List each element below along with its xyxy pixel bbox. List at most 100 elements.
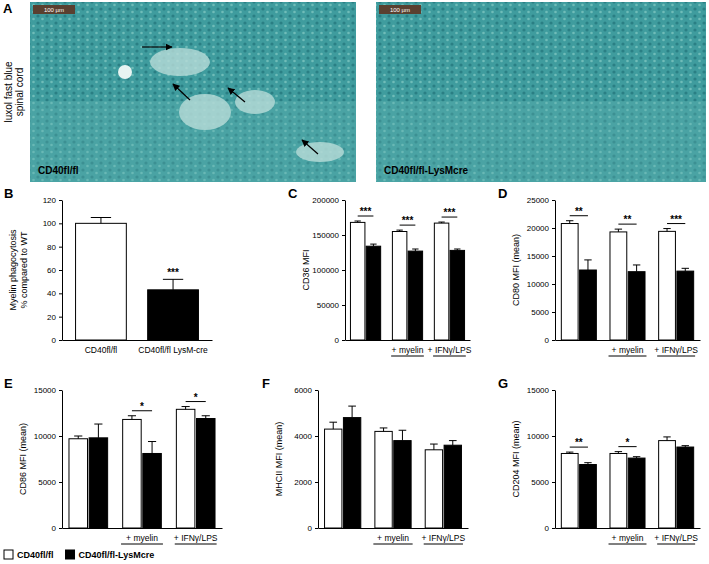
y-tick-mark	[59, 317, 62, 318]
arrow	[173, 84, 190, 100]
error-bar	[584, 260, 591, 270]
y-tick-label: 15000	[34, 386, 57, 395]
y-tick-mark	[342, 340, 345, 341]
y-axis-line	[345, 201, 346, 341]
chart-panel: B020406080100120Myelin phagocytosis% com…	[4, 186, 213, 355]
error-bar	[163, 279, 183, 290]
y-tick-mark	[552, 390, 555, 391]
y-tick: 0	[308, 524, 318, 533]
y-tick: 200000	[312, 196, 345, 205]
error-bar	[615, 229, 622, 232]
error-bar	[663, 437, 670, 441]
y-axis-title: Myelin phagocytosis% compared to WT	[8, 229, 29, 311]
y-axis-title: MHCII MFI (mean)	[274, 422, 284, 497]
plot-area	[561, 221, 693, 340]
y-tick-mark	[552, 482, 555, 483]
lesion	[179, 94, 231, 130]
x-axis-line	[319, 528, 469, 529]
x-tick-label: + IFNγ/LPS	[428, 345, 472, 355]
x-tick: + IFNγ/LPS	[428, 345, 472, 355]
y-tick-mark	[552, 284, 555, 285]
y-tick-label: 80	[47, 243, 56, 252]
y-tick-mark	[342, 200, 345, 201]
bar	[628, 458, 645, 528]
y-tick-label: 10000	[527, 280, 550, 289]
panel-label: G	[498, 376, 508, 391]
bar	[392, 232, 406, 341]
bar	[659, 231, 676, 340]
error-bar	[94, 424, 102, 438]
significance-label: **	[624, 214, 632, 225]
significance-label: ***	[670, 214, 682, 225]
micrograph: 100 µmCD40fl/fl	[30, 2, 356, 182]
significance-label: ***	[167, 267, 179, 278]
x-tick: CD40fl/fl	[85, 345, 118, 355]
y-tick: 5000	[531, 308, 555, 317]
x-tick-label: + IFNγ/LPS	[421, 533, 465, 543]
x-tick-label: + IFNγ/LPS	[654, 345, 698, 355]
x-tick: + IFNγ/LPS	[654, 533, 698, 543]
y-tick-label: 60	[47, 266, 56, 275]
y-axis-title-line: MHCII MFI (mean)	[274, 422, 284, 497]
y-tick-label: 0	[308, 524, 313, 533]
y-tick: 120	[43, 196, 62, 205]
x-axis-line	[63, 528, 223, 529]
y-axis-title-line: CD86 MFI (mean)	[18, 423, 28, 495]
y-tick-label: 6000	[294, 386, 312, 395]
x-tick-label: CD40fl/fl LysM-cre	[138, 345, 208, 355]
y-tick-mark	[552, 312, 555, 313]
y-tick-label: 40	[47, 289, 56, 298]
y-axis: 0200040006000	[294, 386, 318, 533]
bar	[343, 418, 360, 528]
error-bar	[148, 442, 156, 454]
y-tick: 25000	[527, 196, 555, 205]
scale-bar	[379, 5, 421, 14]
y-axis-line	[555, 201, 556, 341]
y-tick-label: 2000	[294, 478, 312, 487]
x-axis: + myelin + IFNγ/LPS	[346, 341, 472, 356]
bar	[375, 431, 392, 528]
bar	[610, 232, 627, 340]
y-axis: 050001000015000	[527, 386, 556, 533]
x-axis-line	[346, 340, 471, 341]
chart-panel: C050000100000150000200000CD36 MFI+ myeli…	[288, 186, 472, 356]
group-underline	[424, 544, 463, 545]
arrow	[302, 140, 318, 154]
panel-label: A	[3, 1, 13, 16]
y-tick: 2000	[294, 478, 318, 487]
y-tick: 100	[43, 219, 62, 228]
error-bar	[370, 244, 376, 246]
x-axis: + myelin+ IFNγ/LPS	[319, 529, 469, 544]
y-tick-mark	[315, 390, 318, 391]
x-tick-label: + myelin	[392, 345, 424, 355]
y-tick-mark	[552, 340, 555, 341]
x-axis-line	[556, 528, 701, 529]
figure: Aluxol fast bluespinal cord100 µmCD40fl/…	[0, 0, 709, 564]
y-tick: 0	[545, 336, 555, 345]
y-axis-title: CD36 MFI	[301, 249, 311, 290]
y-tick-mark	[59, 390, 62, 391]
lesion	[150, 48, 210, 76]
y-axis-title-line: Myelin phagocytosis	[8, 229, 18, 311]
lesion	[235, 90, 275, 114]
error-bar	[74, 436, 82, 439]
error-bar	[202, 416, 210, 419]
error-bar	[348, 406, 356, 418]
y-tick-mark	[59, 247, 62, 248]
y-tick-mark	[315, 436, 318, 437]
error-bar	[566, 221, 573, 224]
bar	[628, 272, 645, 340]
error-bar	[633, 265, 640, 272]
y-tick: 0	[52, 524, 62, 533]
bar	[677, 447, 694, 528]
plot-area	[350, 221, 464, 340]
y-axis-title-line: CD36 MFI	[301, 249, 311, 290]
panel-label: D	[498, 186, 507, 201]
y-tick-label: 25000	[527, 196, 550, 205]
legend-swatch	[66, 550, 75, 559]
y-tick-label: 15000	[527, 252, 550, 261]
significance-label: ***	[444, 207, 456, 218]
x-tick: + myelin	[392, 345, 424, 355]
bar	[408, 251, 422, 340]
significance-label: **	[575, 437, 583, 448]
